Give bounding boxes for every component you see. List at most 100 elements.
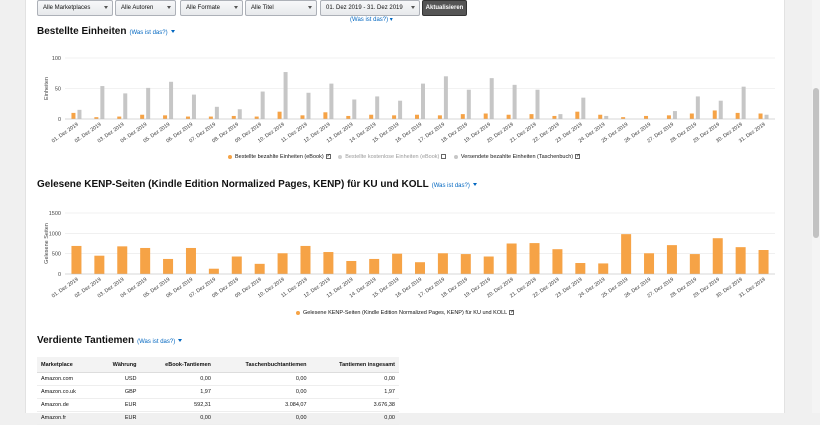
- bar[interactable]: [260, 91, 265, 119]
- bar[interactable]: [77, 109, 82, 119]
- format-select[interactable]: Alle Formate: [180, 0, 243, 16]
- bar[interactable]: [392, 115, 397, 119]
- bar[interactable]: [208, 268, 219, 274]
- legend-checkbox[interactable]: ✓: [509, 309, 515, 316]
- bar[interactable]: [718, 100, 723, 119]
- bar[interactable]: [604, 115, 609, 119]
- bar[interactable]: [346, 115, 351, 119]
- bar[interactable]: [741, 86, 746, 119]
- bar[interactable]: [672, 111, 677, 119]
- legend-item-ebook-free[interactable]: Bestellte kostenlose Einheiten (eBook): [338, 154, 447, 160]
- bar[interactable]: [163, 115, 168, 119]
- bar[interactable]: [185, 247, 196, 274]
- bar[interactable]: [71, 112, 76, 119]
- bar[interactable]: [398, 100, 403, 119]
- legend-checkbox[interactable]: [441, 154, 447, 160]
- bar[interactable]: [117, 116, 122, 119]
- bar[interactable]: [644, 253, 655, 274]
- bar[interactable]: [535, 89, 540, 119]
- bar[interactable]: [483, 113, 488, 119]
- bar[interactable]: [689, 254, 700, 274]
- bar[interactable]: [466, 89, 471, 119]
- bar[interactable]: [506, 243, 517, 275]
- bar[interactable]: [552, 115, 557, 119]
- bar[interactable]: [191, 94, 196, 119]
- bar[interactable]: [117, 246, 128, 274]
- bar[interactable]: [237, 109, 242, 119]
- bar[interactable]: [415, 262, 425, 274]
- bar[interactable]: [644, 115, 649, 119]
- bar[interactable]: [346, 260, 357, 274]
- bar[interactable]: [460, 254, 471, 274]
- bar[interactable]: [506, 114, 511, 119]
- bar[interactable]: [375, 96, 380, 119]
- bar[interactable]: [100, 86, 105, 119]
- bar[interactable]: [460, 114, 465, 119]
- bar[interactable]: [277, 253, 288, 274]
- bar[interactable]: [529, 243, 540, 274]
- bar[interactable]: [483, 256, 494, 274]
- bar[interactable]: [369, 258, 380, 274]
- bar[interactable]: [146, 87, 151, 119]
- royalties-help-link[interactable]: (Was ist das?): [137, 339, 176, 345]
- bar[interactable]: [695, 96, 700, 119]
- date-help-link[interactable]: (Was ist das?) ▾: [350, 16, 393, 23]
- date-range-select[interactable]: 01. Dez 2019 - 31. Dez 2019: [320, 0, 420, 16]
- units-help-link[interactable]: (Was ist das?): [129, 30, 168, 36]
- bar[interactable]: [415, 114, 419, 119]
- bar[interactable]: [421, 83, 425, 119]
- bar[interactable]: [140, 247, 151, 274]
- bar[interactable]: [575, 263, 586, 274]
- bar[interactable]: [254, 116, 259, 119]
- bar[interactable]: [443, 76, 448, 119]
- bar[interactable]: [140, 114, 145, 119]
- bar[interactable]: [558, 114, 563, 119]
- legend-item-kenp[interactable]: Gelesene KENP-Seiten (Kindle Edition Nor…: [296, 310, 514, 316]
- bar[interactable]: [231, 115, 236, 119]
- marketplace-select[interactable]: Alle Marketplaces: [37, 0, 113, 16]
- bar[interactable]: [512, 84, 517, 119]
- bar[interactable]: [758, 250, 769, 274]
- bar[interactable]: [598, 263, 609, 274]
- bar[interactable]: [621, 117, 626, 119]
- bar[interactable]: [329, 83, 334, 119]
- bar[interactable]: [529, 114, 534, 119]
- bar[interactable]: [323, 112, 328, 119]
- bar[interactable]: [598, 114, 603, 119]
- bar[interactable]: [581, 97, 586, 119]
- legend-item-paperback[interactable]: Versendete bezahlte Einheiten (Taschenbu…: [453, 153, 581, 160]
- bar[interactable]: [437, 115, 442, 119]
- bar[interactable]: [254, 263, 265, 274]
- legend-item-ebook-paid[interactable]: Bestellte bezahlte Einheiten (eBook) ✓: [228, 154, 331, 160]
- bar[interactable]: [123, 93, 128, 119]
- bar[interactable]: [552, 249, 563, 274]
- bar[interactable]: [323, 252, 334, 274]
- bar[interactable]: [712, 238, 723, 274]
- bar[interactable]: [169, 81, 174, 119]
- bar[interactable]: [621, 234, 632, 274]
- author-select[interactable]: Alle Autoren: [115, 0, 176, 16]
- bar[interactable]: [163, 258, 174, 274]
- bar[interactable]: [712, 110, 717, 119]
- bar[interactable]: [437, 253, 448, 274]
- bar[interactable]: [208, 116, 213, 119]
- bar[interactable]: [666, 245, 677, 274]
- legend-checkbox[interactable]: ✓: [575, 153, 581, 160]
- bar[interactable]: [71, 245, 82, 274]
- bar[interactable]: [306, 92, 311, 119]
- scrollbar-thumb[interactable]: [813, 88, 819, 238]
- bar[interactable]: [94, 255, 105, 274]
- bar[interactable]: [666, 115, 671, 119]
- bar[interactable]: [300, 115, 305, 119]
- bar[interactable]: [214, 106, 219, 119]
- bar[interactable]: [300, 245, 311, 274]
- kenp-help-link[interactable]: (Was ist das?): [431, 183, 470, 189]
- bar[interactable]: [575, 111, 580, 119]
- bar[interactable]: [689, 113, 694, 119]
- bar[interactable]: [277, 111, 282, 119]
- bar[interactable]: [764, 114, 769, 119]
- bar[interactable]: [735, 247, 746, 274]
- bar[interactable]: [392, 253, 403, 274]
- bar[interactable]: [369, 114, 374, 119]
- title-select[interactable]: Alle Titel: [245, 0, 317, 16]
